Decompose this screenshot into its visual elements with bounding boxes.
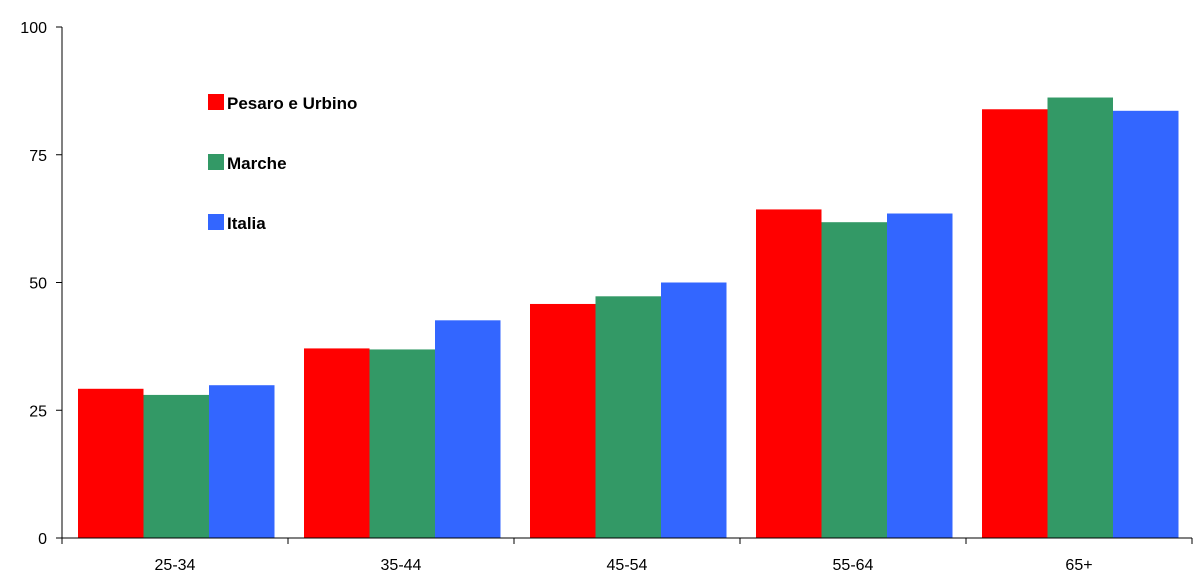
x-tick-label: 45-54 xyxy=(607,557,648,574)
bar-marche-45-54 xyxy=(595,296,661,538)
bar-pesaro-e-urbino-35-44 xyxy=(304,348,370,538)
bar-marche-65+ xyxy=(1047,97,1113,539)
y-tick-label: 50 xyxy=(29,276,47,293)
bar-marche-25-34 xyxy=(143,394,209,538)
y-tick-label: 100 xyxy=(20,20,47,37)
legend-swatch xyxy=(208,94,224,110)
x-tick-label: 65+ xyxy=(1065,557,1092,574)
bar-pesaro-e-urbino-65+ xyxy=(982,109,1048,539)
bar-pesaro-e-urbino-55-64 xyxy=(756,209,822,538)
legend-label: Pesaro e Urbino xyxy=(227,94,357,113)
bar-pesaro-e-urbino-25-34 xyxy=(78,388,144,538)
x-tick-label: 25-34 xyxy=(155,557,196,574)
bar-group-35-44 xyxy=(304,320,501,538)
legend: Pesaro e Urbino Marche Italia xyxy=(208,94,357,233)
legend-label: Italia xyxy=(227,214,266,233)
legend-swatch xyxy=(208,214,224,230)
legend-item-italia: Italia xyxy=(208,214,266,233)
bar-group-55-64 xyxy=(756,209,953,538)
y-tick-label: 75 xyxy=(29,148,47,165)
bar-italia-35-44 xyxy=(435,320,501,538)
x-tick-label: 55-64 xyxy=(833,557,874,574)
x-tick-label: 35-44 xyxy=(381,557,422,574)
bar-group-65+ xyxy=(982,97,1179,539)
bar-marche-55-64 xyxy=(821,222,887,538)
bar-pesaro-e-urbino-45-54 xyxy=(530,303,596,538)
bar-group-25-34 xyxy=(78,385,275,538)
bar-group-45-54 xyxy=(530,282,727,538)
axes-layer: 0 25 50 75 100 25-34 35-44 45-54 55-64 65+ xyxy=(20,20,1193,574)
y-tick-label: 0 xyxy=(38,531,47,548)
y-tick-label: 25 xyxy=(29,403,47,420)
bar-italia-65+ xyxy=(1113,110,1179,539)
bar-marche-35-44 xyxy=(369,349,435,538)
bar-italia-45-54 xyxy=(661,282,727,538)
bar-italia-55-64 xyxy=(887,213,953,538)
legend-item-marche: Marche xyxy=(208,154,287,173)
bar-italia-25-34 xyxy=(209,385,275,538)
bars-layer xyxy=(78,97,1179,539)
legend-label: Marche xyxy=(227,154,287,173)
legend-swatch xyxy=(208,154,224,170)
legend-item-pesaro-e-urbino: Pesaro e Urbino xyxy=(208,94,357,113)
